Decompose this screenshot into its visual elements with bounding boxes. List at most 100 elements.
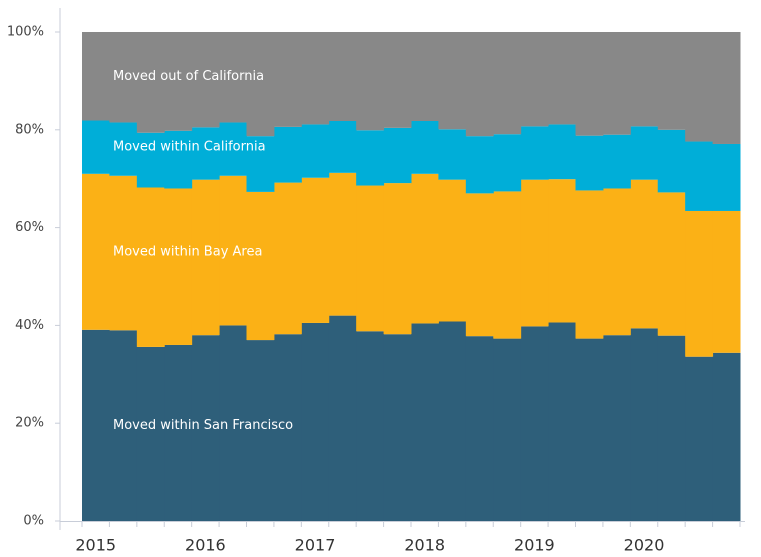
area-step [411,173,439,324]
series-label: Moved within California [113,140,266,155]
area-step [685,141,714,211]
area-step [685,356,714,521]
area-step [301,177,330,323]
area-step [438,32,467,130]
area-step [356,185,385,332]
area-step [246,32,275,137]
area-step [685,210,714,357]
area-step [438,321,467,521]
area-step [328,315,357,521]
area-step [575,190,604,339]
area-step [712,352,741,521]
area-step [383,32,412,128]
area-step [246,191,275,341]
area-step [82,32,110,121]
x-tick-label: 2017 [295,536,336,555]
area-step [164,188,193,345]
area-step [328,172,357,316]
area-step [548,179,576,323]
area-step [630,179,659,329]
area-step [548,32,576,125]
area-step [712,143,741,211]
area-step [411,32,439,121]
area-step [465,336,494,521]
area-step [136,32,165,133]
area-step [602,32,631,135]
area-step [712,32,741,144]
area-step [493,191,522,339]
area-step [328,120,357,173]
area-step [520,126,549,180]
area-step [356,130,385,186]
area-step [164,130,193,189]
x-tick-label: 2018 [404,536,445,555]
area-step [520,32,549,127]
area-step [602,134,631,189]
area-step [82,329,110,521]
area-step [164,344,193,521]
area-step [191,335,220,521]
area-step [273,126,302,183]
area-step [630,32,659,127]
x-tick-label: 2016 [185,536,226,555]
area-step [219,325,247,521]
area-step [548,322,576,521]
area-step [602,335,631,521]
area-step [82,173,110,330]
area-step [219,32,247,123]
area-step [301,322,330,521]
area-step [438,129,467,180]
area-step [383,183,412,335]
x-tick-label: 2020 [624,536,665,555]
area-step [164,32,193,131]
area-step [109,175,138,331]
area-step [273,32,302,127]
y-tick-label: 60% [15,220,44,235]
area-step [82,120,110,174]
area-step [356,32,385,131]
y-tick-label: 40% [15,318,44,333]
area-step [520,326,549,521]
x-tick-label: 2015 [75,536,116,555]
area-step [273,334,302,521]
area-step [657,192,686,336]
area-step [109,330,138,521]
area-step [219,122,247,176]
area-step [136,187,165,347]
series-label: Moved out of California [113,69,264,84]
area-step [465,193,494,337]
area-step [685,32,714,142]
area-step [630,126,659,180]
area-step [575,338,604,521]
area-step [109,122,138,176]
area-step [657,335,686,521]
y-tick-label: 0% [23,514,44,529]
area-step [411,323,439,521]
area-step [246,136,275,192]
area-step [465,136,494,194]
y-tick-label: 20% [15,416,44,431]
area-step [465,32,494,137]
area-step [219,175,247,326]
area-step [136,346,165,521]
area-step [438,179,467,322]
area-step [411,120,439,174]
series-label: Moved within Bay Area [113,244,262,259]
y-tick-label: 80% [15,122,44,137]
area-step [273,182,302,335]
area-step [246,340,275,521]
area-step [493,32,522,135]
x-tick-label: 2019 [514,536,555,555]
series-label: Moved within San Francisco [113,418,293,433]
area-step [109,32,138,123]
area-step [301,124,330,178]
area-step [657,129,686,193]
area-step [630,328,659,521]
area-step [548,124,576,180]
area-step [575,32,604,136]
area-step [191,179,220,336]
area-step [575,135,604,191]
area-step [520,179,549,327]
area-step [493,338,522,521]
